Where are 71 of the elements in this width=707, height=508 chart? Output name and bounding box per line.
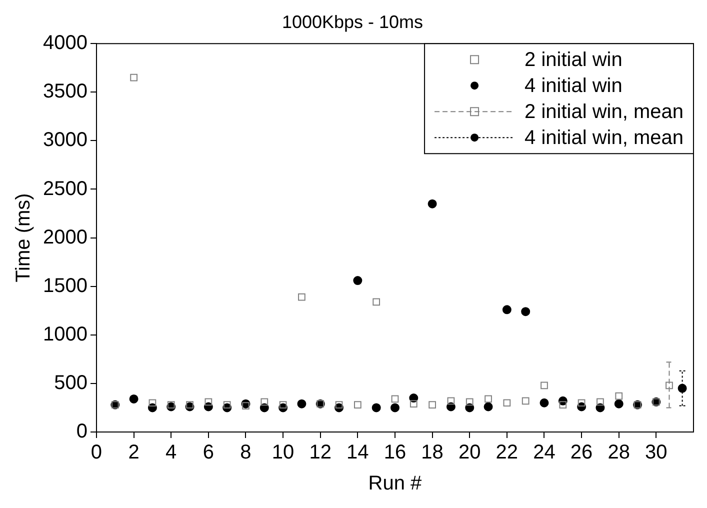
x-tick-label: 12 (309, 442, 332, 464)
point (129, 394, 138, 404)
point (540, 398, 549, 408)
point (279, 401, 287, 408)
x-tick-label: 26 (570, 442, 593, 464)
point (242, 402, 250, 410)
legend-label: 2 initial win (524, 49, 622, 72)
x-tick-label: 22 (496, 442, 518, 464)
point (615, 392, 623, 400)
y-tick-label: 500 (54, 372, 88, 394)
x-tick-label: 2 (128, 442, 140, 464)
y-tick-label: 3000 (42, 129, 88, 152)
x-tick-label: 0 (90, 442, 102, 464)
legend-label: 2 initial win, mean (524, 101, 684, 124)
x-tick-label: 4 (166, 442, 177, 464)
point (372, 403, 381, 412)
chart-title: 1000Kbps - 10ms (282, 12, 424, 32)
x-tick-label: 14 (346, 442, 369, 464)
point (130, 74, 138, 82)
point (678, 384, 687, 393)
x-tick-label: 6 (202, 442, 214, 464)
point (614, 399, 624, 408)
point (353, 276, 362, 286)
y-tick-label: 2000 (42, 226, 88, 248)
point (428, 401, 436, 408)
y-tick-label: 4000 (42, 32, 88, 54)
legend-label: 4 initial win, mean (524, 127, 684, 150)
x-tick-label: 28 (608, 442, 630, 464)
point (354, 401, 362, 408)
point (447, 397, 455, 405)
point (578, 399, 586, 407)
x-tick-label: 24 (533, 442, 556, 464)
point (260, 398, 268, 406)
y-axis-title: Time (ms) (12, 193, 35, 282)
y-tick-label: 2500 (42, 178, 88, 200)
point (540, 382, 548, 390)
point (428, 199, 437, 208)
y-tick-label: 1500 (42, 274, 88, 297)
x-tick-label: 30 (645, 442, 668, 464)
y-tick-label: 3500 (42, 80, 88, 103)
point (596, 398, 604, 406)
point (391, 395, 399, 403)
x-tick-label: 10 (272, 442, 294, 464)
point (298, 293, 306, 301)
point (666, 382, 673, 390)
point (484, 395, 492, 403)
point (148, 399, 156, 407)
y-tick-label: 1000 (42, 323, 88, 346)
legend-label: 4 initial win (524, 75, 622, 98)
point (297, 399, 306, 408)
point (502, 305, 512, 314)
x-tick-label: 16 (384, 442, 406, 464)
x-axis-title: Run # (368, 472, 423, 495)
x-tick-label: 18 (421, 442, 444, 464)
point (335, 401, 343, 408)
point (503, 399, 511, 407)
point (410, 400, 418, 408)
point (167, 401, 175, 408)
point (521, 307, 530, 316)
point (522, 397, 530, 405)
x-tick-label: 20 (458, 442, 481, 464)
y-tick-label: 0 (76, 420, 88, 443)
point (223, 401, 231, 408)
point (559, 401, 567, 408)
point (484, 402, 493, 412)
point (186, 401, 194, 408)
x-tick-label: 8 (240, 442, 252, 464)
point (466, 398, 474, 406)
point (390, 403, 400, 412)
point (372, 298, 380, 306)
point (204, 398, 212, 406)
